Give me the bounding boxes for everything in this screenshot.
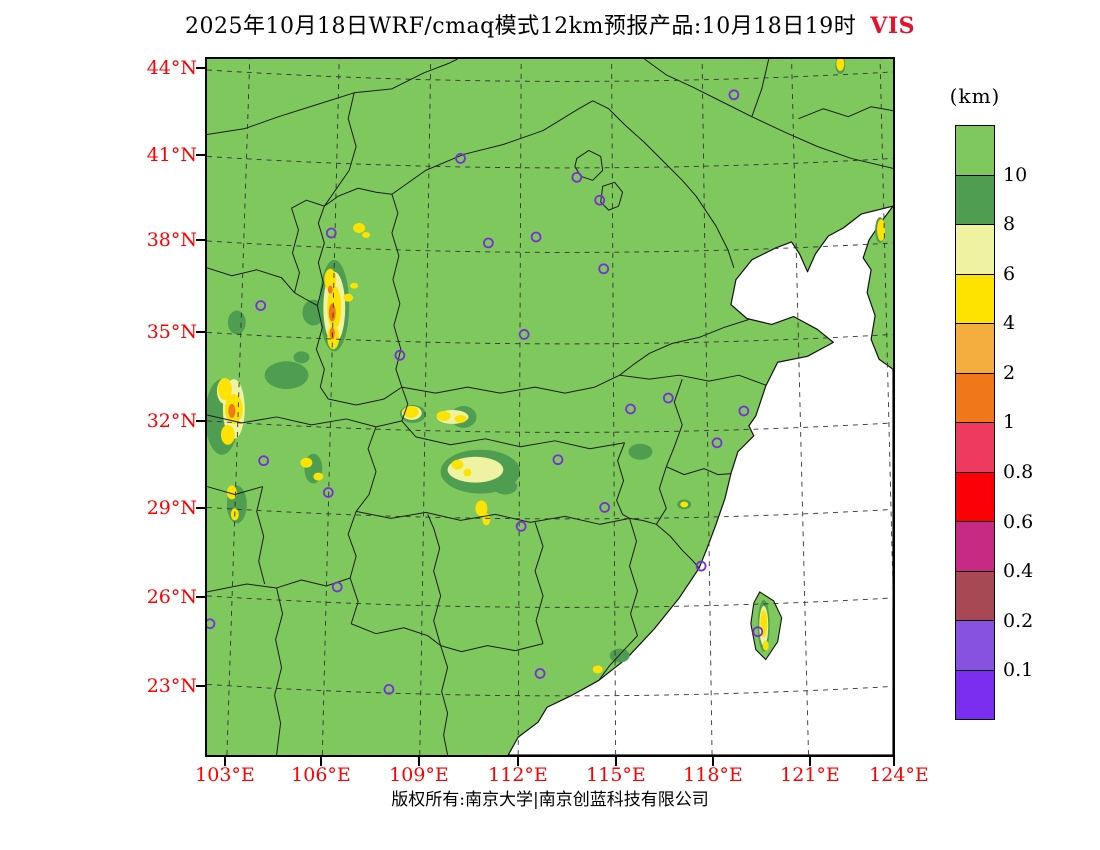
axis-tick: [196, 67, 205, 69]
legend-color-swatch: [956, 670, 994, 719]
copyright-credit: 版权所有:南京大学|南京创蓝科技有限公司: [391, 790, 709, 810]
axis-tick: [320, 757, 322, 766]
axis-tick: [517, 757, 519, 766]
axis-tick: [809, 757, 811, 766]
city-marker: [571, 171, 583, 183]
legend-tick-label: 0.4: [1003, 560, 1034, 582]
lon-label: 106°E: [291, 764, 351, 786]
city-marker: [322, 487, 334, 498]
lat-label: 38°N: [146, 229, 197, 251]
axis-tick: [196, 420, 205, 422]
axis-tick: [196, 239, 205, 241]
city-marker: [255, 300, 267, 311]
legend-color-swatch: [956, 126, 994, 176]
legend-tick-label: 0.2: [1003, 610, 1034, 632]
axis-tick: [418, 757, 420, 766]
axis-tick: [615, 757, 617, 766]
visibility-patches-yellow: [217, 59, 886, 674]
legend-color-swatch: [956, 621, 994, 671]
forecast-map: [205, 57, 895, 757]
sea-area: [507, 205, 893, 755]
city-marker: [207, 618, 216, 630]
city-marker: [331, 581, 343, 593]
legend-tick-label: 1: [1003, 411, 1016, 433]
city-marker: [515, 520, 527, 532]
city-marker: [482, 237, 494, 249]
city-marker: [534, 668, 546, 679]
lat-label: 23°N: [146, 675, 197, 697]
lat-label: 26°N: [146, 586, 197, 608]
legend-color-swatch: [956, 472, 994, 522]
axis-tick: [224, 757, 226, 766]
axis-tick: [196, 331, 205, 333]
legend-color-swatch: [956, 423, 994, 473]
axis-tick: [893, 757, 895, 766]
legend-color-swatch: [956, 274, 994, 324]
lon-label: 103°E: [195, 764, 255, 786]
lon-label: 124°E: [869, 764, 929, 786]
legend-tick-label: 6: [1003, 263, 1016, 285]
city-markers: [207, 89, 764, 695]
visibility-patches-orange: [228, 285, 336, 418]
city-marker: [728, 89, 740, 101]
lon-label: 118°E: [683, 764, 743, 786]
graticule-grid: [207, 59, 893, 755]
axis-tick: [196, 685, 205, 687]
legend-color-swatch: [956, 225, 994, 275]
lon-label: 112°E: [488, 764, 548, 786]
city-marker: [383, 684, 395, 695]
lat-label: 41°N: [146, 144, 197, 166]
lat-label: 29°N: [146, 497, 197, 519]
legend-tick-label: 10: [1003, 164, 1028, 186]
city-marker: [518, 329, 530, 340]
legend-color-swatch: [956, 373, 994, 423]
axis-tick: [196, 154, 205, 156]
city-marker: [662, 392, 674, 404]
map-canvas: [207, 59, 893, 755]
lon-label: 115°E: [586, 764, 646, 786]
city-marker: [738, 405, 750, 417]
city-marker: [530, 231, 542, 243]
page-title: 2025年10月18日WRF/cmaq模式12km预报产品:10月18日19时 V…: [0, 8, 1100, 40]
city-marker: [695, 560, 707, 572]
city-marker: [325, 227, 337, 239]
legend-colorbar: [955, 125, 995, 720]
legend-tick-label: 0.6: [1003, 511, 1034, 533]
variable-badge: VIS: [870, 13, 916, 39]
lat-label: 44°N: [146, 57, 197, 79]
legend-unit-label: (km): [949, 84, 1001, 108]
city-marker: [752, 626, 764, 638]
city-marker: [594, 194, 606, 206]
city-marker: [598, 263, 610, 275]
legend-tick-label: 4: [1003, 312, 1016, 334]
legend-color-swatch: [956, 175, 994, 225]
lon-label: 109°E: [389, 764, 449, 786]
lat-label: 35°N: [146, 321, 197, 343]
city-marker: [258, 455, 270, 467]
lat-label: 32°N: [146, 410, 197, 432]
axis-tick: [196, 507, 205, 509]
city-marker: [552, 454, 564, 466]
city-marker: [455, 153, 466, 164]
lon-label: 121°E: [780, 764, 840, 786]
legend-tick-label: 0.8: [1003, 461, 1034, 483]
title-text: 2025年10月18日WRF/cmaq模式12km预报产品:10月18日19时: [184, 14, 857, 39]
legend-tick-label: 8: [1003, 213, 1016, 235]
axis-tick: [712, 757, 714, 766]
province-boundaries: [207, 59, 893, 755]
city-marker: [599, 502, 611, 513]
city-marker: [394, 349, 406, 361]
legend-tick-label: 2: [1003, 362, 1016, 384]
legend-color-swatch: [956, 571, 994, 621]
legend-tick-label: 0.1: [1003, 659, 1034, 681]
axis-tick: [196, 596, 205, 598]
legend-color-swatch: [956, 522, 994, 572]
legend-color-swatch: [956, 324, 994, 374]
city-marker: [711, 437, 723, 449]
city-marker: [625, 403, 636, 415]
